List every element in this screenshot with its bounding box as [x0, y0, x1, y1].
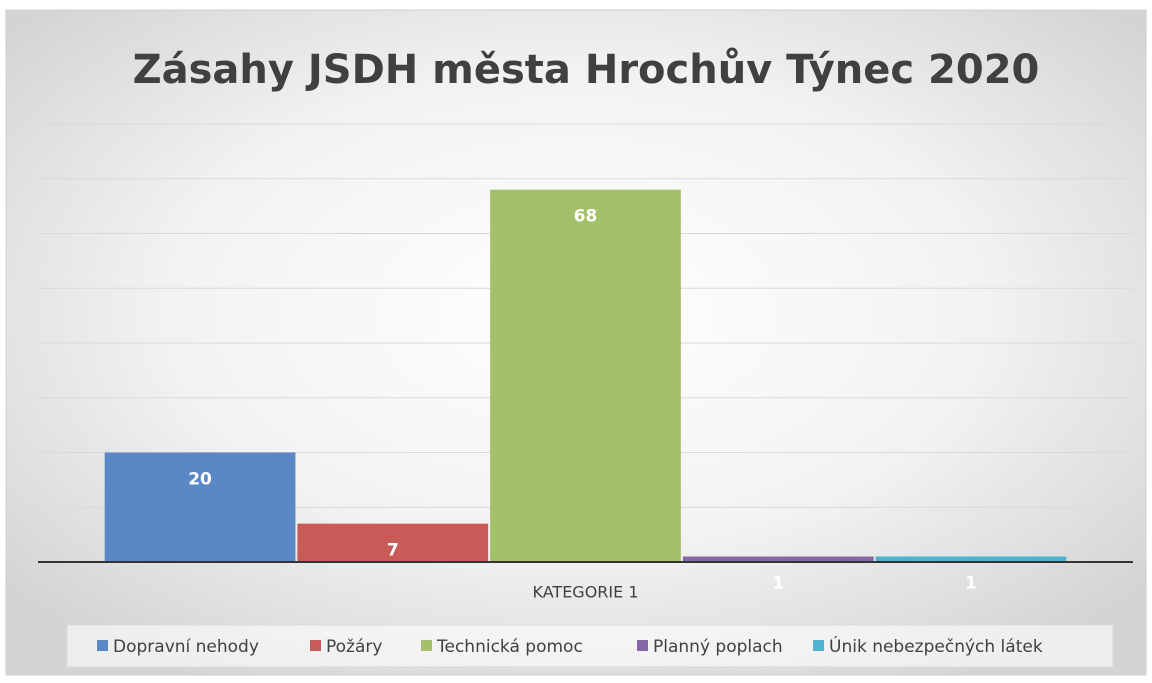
x-tick-label: KATEGORIE 1	[533, 583, 639, 602]
legend-swatch	[421, 640, 432, 651]
legend-swatch	[97, 640, 108, 651]
legend-swatch	[813, 640, 824, 651]
legend-label: Dopravní nehody	[113, 637, 259, 657]
data-label: 20	[188, 470, 212, 490]
legend-swatch	[310, 640, 321, 651]
legend-swatch	[637, 640, 648, 651]
legend-label: Únik nebezpečných látek	[829, 635, 1043, 657]
legend-label: Planný poplach	[653, 637, 783, 657]
bar	[297, 523, 489, 562]
legend-label: Požáry	[326, 637, 382, 657]
bar	[490, 189, 681, 562]
bar	[682, 556, 874, 562]
data-label: 1	[772, 574, 784, 594]
legend-label: Technická pomoc	[436, 637, 583, 657]
data-label: 1	[965, 574, 977, 594]
bar	[875, 556, 1067, 562]
chart-title: Zásahy JSDH města Hrochův Týnec 2020	[133, 46, 1040, 93]
data-label: 68	[574, 207, 598, 227]
legend-box	[66, 624, 1114, 668]
data-label: 7	[387, 541, 399, 561]
bar	[104, 452, 296, 562]
